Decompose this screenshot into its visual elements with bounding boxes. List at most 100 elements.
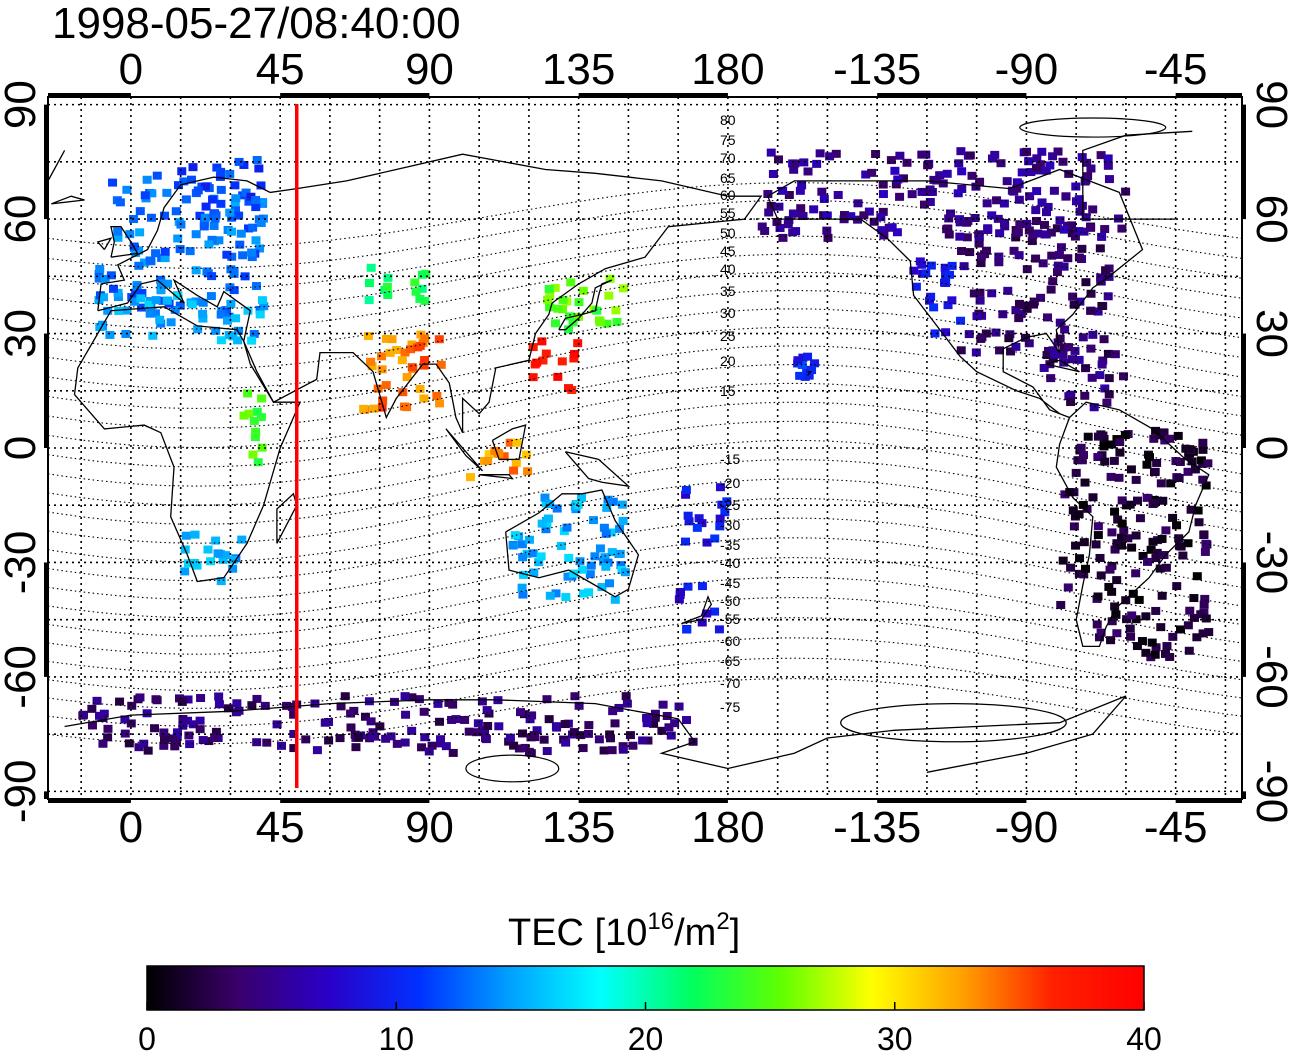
tec-cell	[610, 719, 620, 728]
magnetic-latitude-label: 70	[720, 150, 736, 166]
tec-cell	[204, 240, 214, 249]
tec-cell	[917, 260, 927, 269]
tec-cell	[249, 416, 259, 425]
tec-cell	[599, 523, 609, 532]
tec-cell	[1100, 384, 1110, 393]
tec-cell	[861, 170, 871, 179]
tec-cell	[1117, 533, 1127, 542]
tec-cell	[684, 517, 694, 526]
tec-cell	[417, 284, 427, 293]
tec-cell	[1199, 531, 1209, 540]
tec-cell	[490, 446, 500, 455]
tec-cell	[1189, 594, 1199, 603]
tec-cell	[542, 695, 552, 704]
tec-cell	[1172, 521, 1182, 530]
frame-bottom-segment	[1175, 798, 1242, 803]
tec-cell	[798, 212, 808, 221]
tec-cell	[150, 309, 160, 318]
tec-cell	[1060, 325, 1070, 334]
magnetic-latitude-label: 45	[720, 243, 736, 259]
tec-cell	[444, 698, 454, 707]
tec-cell	[277, 741, 287, 750]
tec-cell	[210, 214, 220, 223]
tec-cell	[1145, 453, 1155, 462]
tec-cell	[1148, 537, 1158, 546]
tec-cell	[1119, 372, 1129, 381]
tec-cell	[1014, 195, 1024, 204]
tec-cell	[607, 548, 617, 557]
tec-cell	[1198, 445, 1208, 454]
tec-cell	[1077, 456, 1087, 465]
tec-cell	[766, 201, 776, 210]
left-latitude-tick-labels: 90 60 30 0 -30 -60 -90	[0, 80, 45, 823]
tec-cell	[683, 511, 693, 520]
tec-cell	[251, 427, 261, 436]
tec-cell	[584, 721, 594, 730]
magnetic-latitude-line	[48, 517, 1242, 600]
tec-cell	[578, 744, 588, 753]
tec-cell	[1114, 473, 1124, 482]
tec-cell	[1060, 490, 1070, 499]
tec-cell	[1091, 540, 1101, 549]
tec-cell	[87, 721, 97, 730]
magnetic-latitude-label: 30	[720, 305, 736, 321]
tec-cell	[1120, 431, 1130, 440]
tec-cell	[1115, 438, 1125, 447]
left-lat-tick-label: -90	[0, 760, 45, 824]
tec-cell	[760, 226, 770, 235]
tec-cell	[1141, 648, 1151, 657]
tec-cell	[415, 294, 425, 303]
tec-cell	[553, 372, 563, 381]
tec-cell	[697, 582, 707, 591]
tec-cell	[1068, 292, 1078, 301]
magnetic-latitude-label: -60	[720, 633, 740, 649]
coastlines	[48, 130, 1210, 773]
magnetic-latitude-label: 15	[720, 383, 736, 399]
tec-cell	[222, 316, 232, 325]
right-lat-tick-label: 0	[1247, 436, 1292, 460]
tec-cell	[638, 736, 648, 745]
tec-cell	[367, 362, 377, 371]
tec-cell	[1048, 277, 1058, 286]
tec-cell	[381, 381, 391, 390]
tec-cell	[1086, 289, 1096, 298]
tec-cell	[1198, 475, 1208, 484]
tec-cell	[1082, 158, 1092, 167]
tec-cell	[561, 738, 571, 747]
tec-cell	[921, 269, 931, 278]
tec-cell	[971, 348, 981, 357]
tec-cell	[1115, 448, 1125, 457]
tec-cell	[1071, 182, 1081, 191]
tec-cell	[925, 197, 935, 206]
tec-cell	[1088, 493, 1098, 502]
tec-cell	[239, 160, 249, 169]
tec-cell	[1137, 637, 1147, 646]
tec-cell	[152, 696, 162, 705]
tec-cell	[1112, 629, 1122, 638]
tec-cell	[562, 523, 572, 532]
tec-cell	[1027, 237, 1037, 246]
tec-cell	[1103, 292, 1113, 301]
tec-cell	[895, 192, 905, 201]
tec-cell	[1069, 300, 1079, 309]
tec-cell	[1168, 513, 1178, 522]
tec-cell	[1087, 373, 1097, 382]
tec-cell	[173, 291, 183, 300]
tec-cell	[1097, 360, 1107, 369]
tec-cell	[561, 593, 571, 602]
tec-cell	[1066, 398, 1076, 407]
tec-cell	[175, 301, 185, 310]
tec-cell	[392, 739, 402, 748]
tec-cell	[1056, 600, 1066, 609]
magnetic-pole-contour	[465, 754, 560, 783]
top-lon-tick-label: -45	[1144, 45, 1208, 94]
tec-cell	[528, 343, 538, 352]
tec-cell	[929, 303, 939, 312]
tec-cell	[529, 568, 539, 577]
tec-cell	[1026, 168, 1036, 177]
tec-cell	[1196, 610, 1206, 619]
frame-top-segment	[48, 93, 131, 98]
tec-cell	[670, 719, 680, 728]
tec-cell	[621, 692, 631, 701]
tec-cell	[1075, 297, 1085, 306]
